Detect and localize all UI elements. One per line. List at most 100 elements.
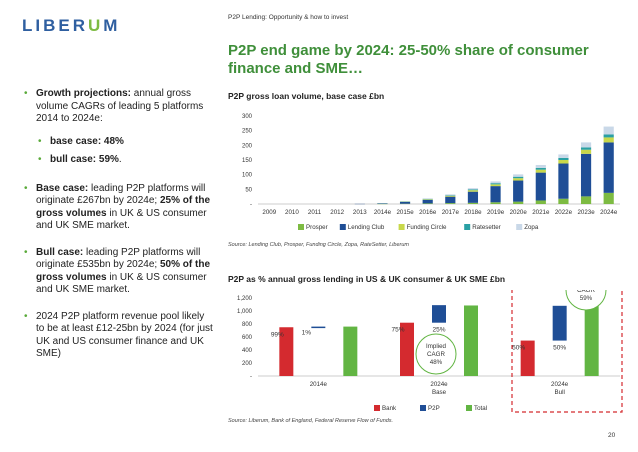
bullet-bull-case-text: leading P2P platforms will originate £53… [36,246,201,271]
chart1-legend-label: Funding Circle [407,224,447,231]
chart2-callout-value: 59% [580,295,593,302]
chart1-bar-funding-circle [603,137,614,143]
chart1-ytick: 150 [242,158,253,164]
chart2-legend-label: Bank [382,405,397,412]
left-panel: Growth projections: annual gross volume … [24,88,214,371]
chart1-xtick: 2015e [396,209,414,216]
chart2-bar-label: 50% [553,345,566,352]
chart2-group-sublabel: Bull [555,389,565,396]
chart1-bar-prosper [535,200,546,204]
chart1-source: Source: Lending Club, Prosper, Funding C… [228,242,409,248]
chart1-bar-zopa [467,188,479,190]
bullet-base-case-bold2: 25% of the gross volumes [36,195,211,219]
chart2-cagr-callout [565,290,607,311]
chart2-group-label: 2014e [310,381,328,388]
chart1-bar-lending-club [467,191,479,203]
chart2-ytick: 1,200 [237,296,253,302]
chart2-source: Source: Liberum, Bank of England, Federa… [228,418,394,424]
chart1-bar-lending-club [445,196,456,204]
chart2-legend-label: P2P [428,405,440,412]
chart2-bar-label: 25% [432,327,445,334]
chart1-bar-prosper [422,203,433,204]
chart2-bar-p2p [552,305,567,341]
chart1-xtick: 2016e [419,209,437,216]
chart2-bar-bank [520,340,535,376]
chart2-bar-p2p [432,305,446,323]
chart2-bar-label: 99% [271,331,284,338]
chart1-bar-prosper [580,196,592,204]
chart1-bar-lending-club [558,163,569,199]
chart1-bar-ratesetter [490,183,501,185]
chart1-legend-swatch [398,224,405,230]
chart1-legend-label: Prosper [306,224,328,231]
chart1-xtick: 2017e [442,209,460,216]
chart1-bar-funding-circle [513,178,524,181]
chart2-legend-swatch [420,405,426,411]
chart1-title: P2P gross loan volume, base case £bn [228,91,385,101]
chart2-bar-label: 50% [512,345,525,352]
chart1-bar-lending-club [535,172,546,201]
chart2-ytick: 1,000 [237,309,253,315]
chart1-bar-zopa [445,194,456,196]
chart2-callout-line2: CAGR [577,290,595,294]
chart2-title: P2P as % annual gross lending in US & UK… [228,274,506,284]
chart1-xtick: 2023e [577,209,595,216]
chart1-ytick: - [250,202,252,208]
chart1-bar-lending-club [422,199,433,204]
chart1-bar-funding-circle [580,149,592,154]
chart1-bar-zopa [558,154,569,158]
chart1-bar-funding-circle [422,199,433,200]
chart1-xtick: 2013 [353,209,367,216]
logo-accent: U [88,16,104,35]
chart1-legend-label: Lending Club [348,224,385,231]
chart1-xtick: 2009 [262,209,276,216]
chart1-bar-lending-club [513,180,524,202]
bullet-bull-cagr-end: . [118,154,122,165]
chart2-callout-label: Implied [426,343,447,350]
chart2-bar-bank [400,322,414,376]
chart2-bar-label: 75% [391,327,404,334]
chart2-bar-total [584,305,599,376]
chart1-xtick: 2011 [308,209,322,216]
chart1-bar-funding-circle [535,169,546,173]
chart1-bar-lending-club [580,153,592,197]
chart1-bar-zopa [513,174,524,177]
bullet-base-cagr-text: base case: 48% [50,135,124,147]
chart2-legend-label: Total [474,405,487,412]
chart1-bar-lending-club [490,186,501,203]
bullet-bull-case-bold: Bull case: [36,246,84,258]
chart2-ytick: 200 [242,361,253,367]
liberum-logo: LIBERUM [22,16,120,36]
chart1-ytick: 100 [242,173,253,179]
bullet-bull-case-bold2: 50% of the gross volumes [36,259,211,283]
chart2-ytick: 800 [242,322,253,328]
chart1-bar-zopa [535,164,546,168]
bullet-base-cagr: base case: 48% [38,136,214,149]
chart1-legend-label: Ratesetter [472,224,501,231]
chart1-xtick: 2018e [464,209,482,216]
chart1-bar-ratesetter [558,157,569,160]
chart1-ytick: 50 [245,187,252,193]
bullet-revenue-pool: 2024 P2P platform revenue pool likely to… [24,311,214,361]
chart1-bar-zopa [603,126,614,135]
chart2-callout-line2: CAGR [427,351,445,358]
chart1-ytick: 300 [242,114,253,120]
chart2-legend-swatch [466,405,472,411]
bullet-base-case: Base case: leading P2P platforms will or… [24,183,214,233]
chart2-cagr-callout [415,333,457,375]
chart1-bar-funding-circle [490,184,501,187]
chart2-bar-bank [279,327,294,376]
chart1-bar-ratesetter [445,195,456,196]
chart1-bar-ratesetter [603,134,614,138]
chart2-callout-value: 48% [430,359,443,366]
chart1-bar-lending-club [377,203,388,204]
chart2-group-label: 2024e [551,381,569,388]
chart1-legend-swatch [516,224,523,230]
bullet-bull-cagr: bull case: 59%. [38,154,214,167]
chart1-bar-funding-circle [558,160,569,164]
chart1-xtick: 2020e [510,209,528,216]
bullet-bull-cagr-text: bull case: 59% [50,154,119,165]
chart2-ytick: - [250,374,252,380]
chart1-bar-prosper [490,202,501,204]
chart1-xtick: 2012 [330,209,344,216]
